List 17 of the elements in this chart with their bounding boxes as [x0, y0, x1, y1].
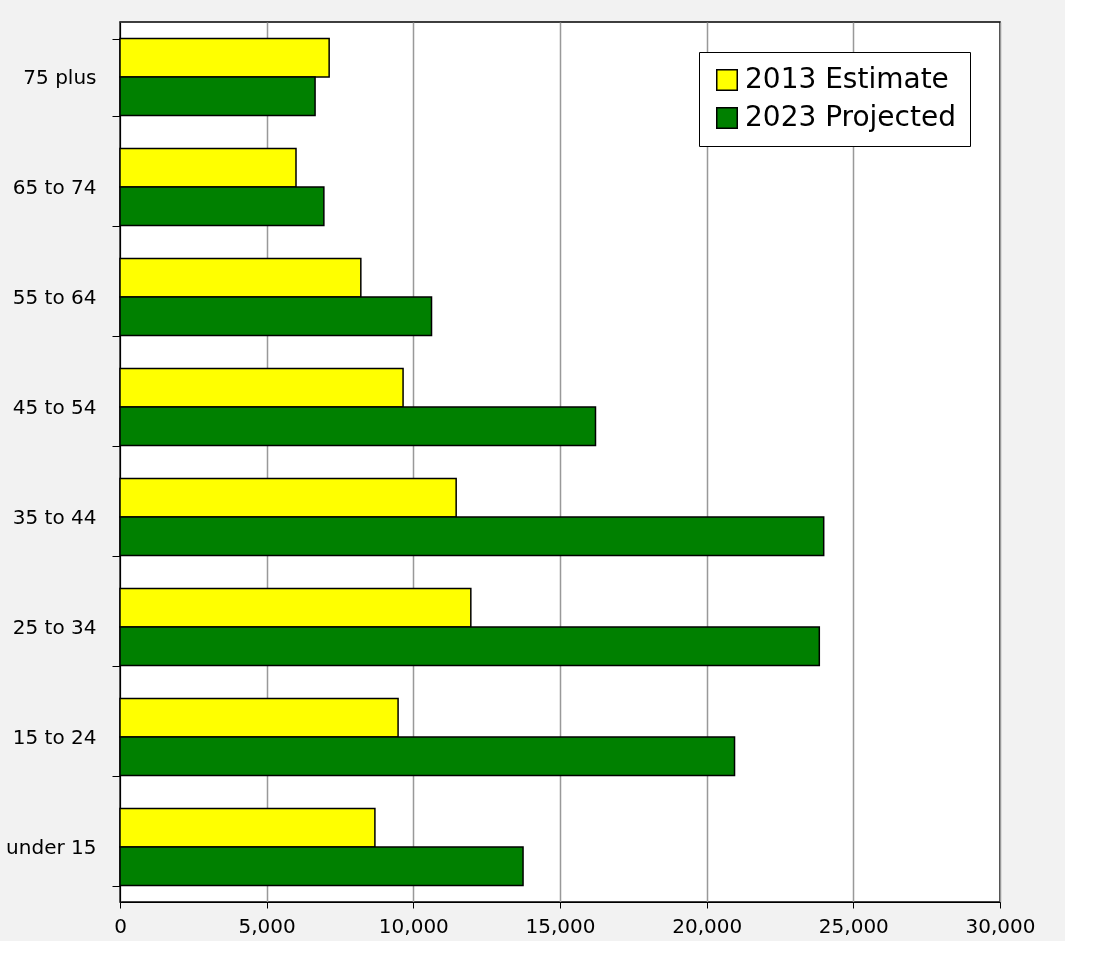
y-tick-label: 55 to 64	[12, 284, 97, 309]
x-tick-label: 15,000	[525, 913, 596, 938]
y-tick-label: 25 to 34	[12, 614, 97, 639]
x-tick-label: 20,000	[672, 913, 743, 938]
y-tick-label: 65 to 74	[12, 174, 97, 199]
legend-label: 2013 Estimate	[745, 62, 949, 95]
y-tick-label: 35 to 44	[12, 504, 97, 529]
x-tick-label: 10,000	[378, 913, 449, 938]
x-tick-label: 30,000	[965, 913, 1036, 938]
x-tick-label: 0	[114, 913, 127, 938]
y-tick-label: 45 to 54	[12, 394, 97, 419]
y-tick-label: 75 plus	[23, 64, 97, 89]
x-tick-label: 25,000	[818, 913, 889, 938]
y-tick-label: 15 to 24	[12, 724, 97, 749]
legend-label: 2023 Projected	[745, 100, 956, 133]
x-tick-label: 5,000	[238, 913, 296, 938]
y-tick-label: under 15	[6, 834, 97, 859]
